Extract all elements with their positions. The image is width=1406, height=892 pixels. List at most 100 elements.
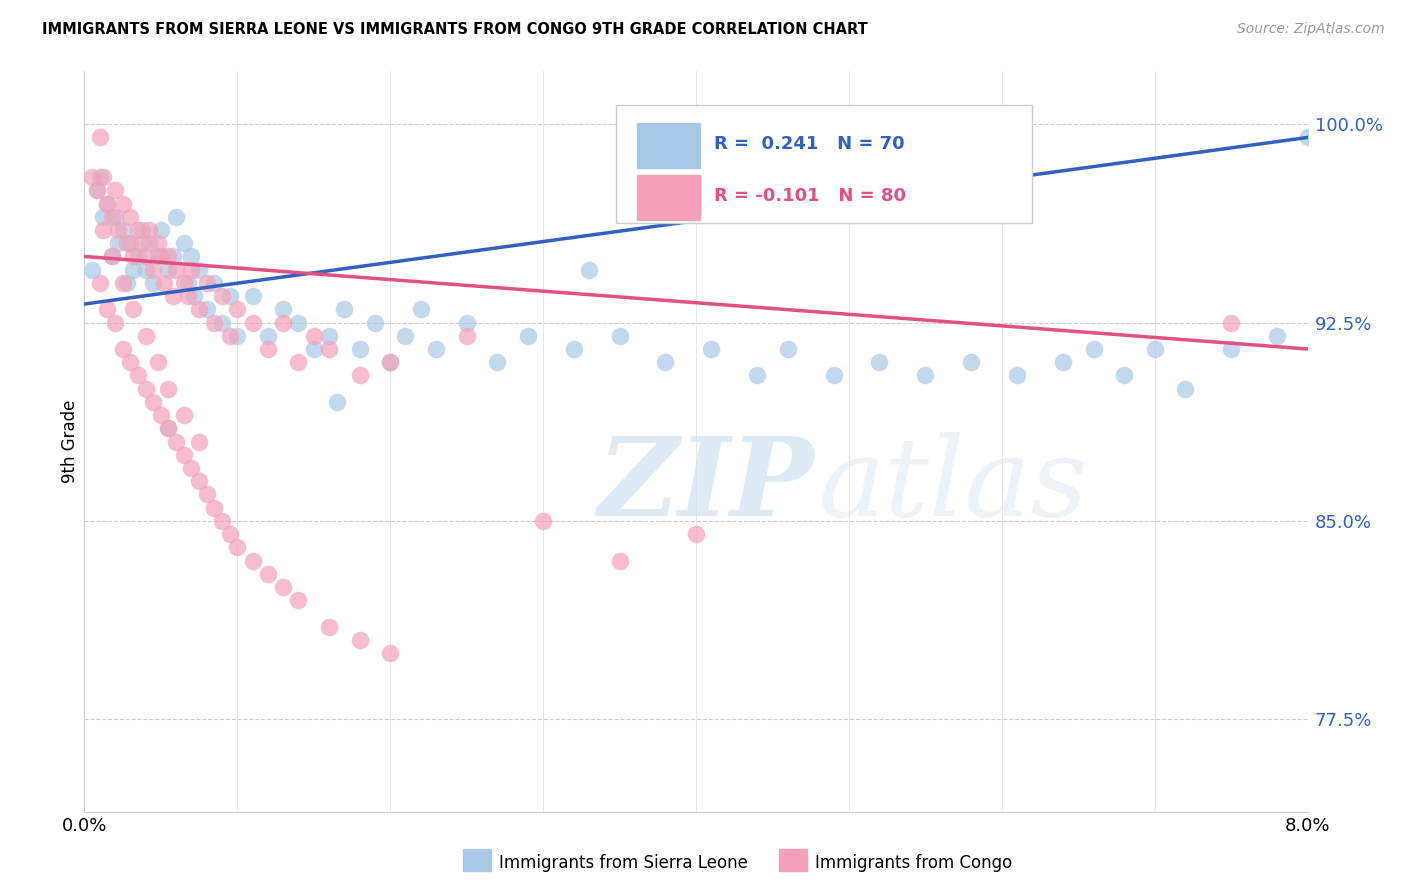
Point — [96, 302, 118, 317]
Point — [195, 487, 218, 501]
Point — [180, 461, 202, 475]
Point — [86, 183, 108, 197]
Point — [685, 527, 707, 541]
Text: ZIP: ZIP — [598, 433, 814, 540]
Point — [218, 289, 240, 303]
Point — [914, 368, 936, 383]
Point — [173, 276, 195, 290]
Text: Source: ZipAtlas.com: Source: ZipAtlas.com — [1237, 22, 1385, 37]
Point — [142, 395, 165, 409]
Point — [202, 276, 225, 290]
Point — [122, 302, 145, 317]
Point — [1143, 342, 1166, 356]
Point — [122, 262, 145, 277]
Point — [349, 342, 371, 356]
Point — [162, 250, 184, 264]
Point — [325, 395, 347, 409]
Point — [120, 210, 142, 224]
Point — [142, 276, 165, 290]
Text: IMMIGRANTS FROM SIERRA LEONE VS IMMIGRANTS FROM CONGO 9TH GRADE CORRELATION CHAR: IMMIGRANTS FROM SIERRA LEONE VS IMMIGRAN… — [42, 22, 868, 37]
Point — [86, 183, 108, 197]
Point — [80, 170, 103, 185]
Point — [157, 250, 180, 264]
FancyBboxPatch shape — [463, 849, 491, 871]
Point — [104, 316, 127, 330]
Point — [202, 500, 225, 515]
Point — [242, 316, 264, 330]
Point — [287, 355, 309, 369]
Point — [257, 566, 280, 581]
Point — [146, 250, 169, 264]
Point — [380, 646, 402, 660]
Point — [135, 250, 157, 264]
Point — [149, 223, 172, 237]
Point — [80, 262, 103, 277]
Point — [89, 130, 111, 145]
Point — [188, 474, 211, 488]
Point — [302, 342, 325, 356]
Point — [654, 355, 676, 369]
Point — [456, 316, 478, 330]
Point — [111, 342, 134, 356]
Point — [1174, 382, 1197, 396]
Point — [776, 342, 799, 356]
Point — [157, 421, 180, 435]
Point — [318, 328, 340, 343]
Point — [104, 183, 127, 197]
Point — [101, 250, 124, 264]
Point — [318, 342, 340, 356]
Point — [302, 328, 325, 343]
Point — [135, 328, 157, 343]
Point — [747, 368, 769, 383]
Point — [1220, 316, 1243, 330]
FancyBboxPatch shape — [637, 123, 700, 168]
Point — [1265, 328, 1288, 343]
Point — [226, 541, 249, 555]
Point — [211, 289, 233, 303]
Point — [271, 580, 294, 594]
Point — [456, 328, 478, 343]
Point — [1052, 355, 1074, 369]
Point — [242, 289, 264, 303]
Point — [165, 210, 187, 224]
Point — [165, 262, 187, 277]
Point — [211, 316, 233, 330]
Point — [157, 262, 180, 277]
Y-axis label: 9th Grade: 9th Grade — [60, 400, 79, 483]
Point — [242, 553, 264, 567]
Point — [287, 316, 309, 330]
Point — [149, 408, 172, 422]
Point — [89, 170, 111, 185]
Point — [609, 553, 631, 567]
Point — [271, 316, 294, 330]
Point — [195, 302, 218, 317]
Point — [101, 210, 124, 224]
Point — [257, 328, 280, 343]
Point — [1220, 342, 1243, 356]
Point — [149, 250, 172, 264]
Point — [177, 289, 200, 303]
Text: Immigrants from Sierra Leone: Immigrants from Sierra Leone — [499, 854, 748, 871]
Point — [218, 328, 240, 343]
Point — [409, 302, 432, 317]
Point — [146, 236, 169, 251]
Point — [173, 236, 195, 251]
Point — [173, 448, 195, 462]
Point — [364, 316, 387, 330]
Point — [127, 223, 149, 237]
Point — [1114, 368, 1136, 383]
Point — [257, 342, 280, 356]
Point — [127, 250, 149, 264]
Point — [869, 355, 891, 369]
Text: R = -0.101   N = 80: R = -0.101 N = 80 — [714, 186, 907, 205]
Point — [115, 236, 138, 251]
Point — [153, 276, 176, 290]
Point — [107, 236, 129, 251]
Point — [91, 223, 114, 237]
Point — [101, 250, 124, 264]
Point — [115, 276, 138, 290]
Point — [104, 210, 127, 224]
Point — [177, 276, 200, 290]
Point — [183, 289, 205, 303]
Point — [188, 434, 211, 449]
